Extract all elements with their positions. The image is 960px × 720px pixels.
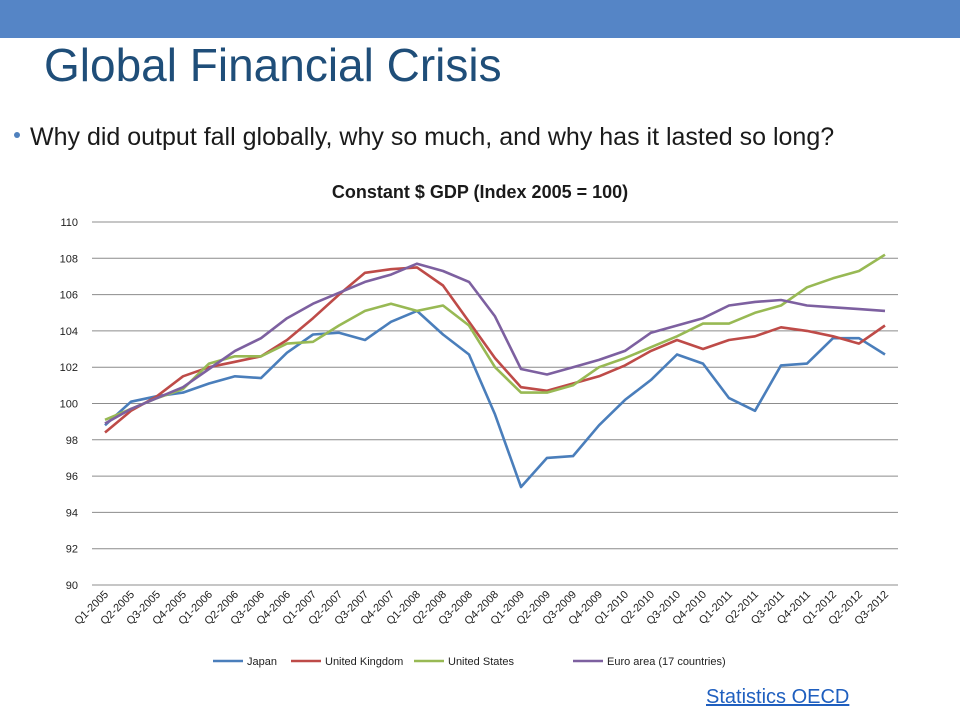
y-tick-label: 106	[60, 290, 78, 302]
y-tick-label: 94	[66, 507, 78, 519]
y-tick-label: 104	[60, 326, 78, 338]
x-tick-labels: Q1-2005Q2-2005Q3-2005Q4-2005Q1-2006Q2-20…	[72, 589, 891, 628]
bullet-dot-icon	[14, 132, 20, 138]
bullet-text: Why did output fall globally, why so muc…	[30, 123, 835, 151]
bullet-item: Why did output fall globally, why so muc…	[14, 120, 894, 154]
line-chart: 90 92 94 96 98 100 102 104 106 108 110 Q1-2005Q2-2…	[60, 217, 898, 668]
y-tick-label: 96	[66, 471, 78, 483]
y-tick-label: 100	[60, 399, 78, 411]
chart-title: Constant $ GDP (Index 2005 = 100)	[331, 182, 629, 202]
series-line-japan	[104, 309, 886, 489]
source-link[interactable]: Statistics OECD	[706, 686, 850, 708]
gridlines	[92, 221, 898, 586]
y-tick-label: 98	[66, 435, 78, 447]
y-tick-label: 108	[60, 253, 78, 265]
legend-label: United Kingdom	[325, 656, 403, 668]
top-accent-bar	[0, 0, 960, 38]
legend-label: Japan	[247, 656, 277, 668]
slide-title: Global Financial Crisis	[44, 39, 502, 91]
legend-label: United States	[448, 656, 515, 668]
series-lines	[104, 253, 886, 489]
legend-label: Euro area (17 countries)	[607, 656, 726, 668]
y-tick-label: 110	[60, 217, 78, 229]
y-tick-label: 90	[66, 580, 78, 592]
legend: Japan United Kingdom United States Euro are…	[213, 656, 726, 668]
y-tick-labels: 90 92 94 96 98 100 102 104 106 108 110	[60, 217, 78, 592]
series-line-euro-area-17-countries	[104, 262, 886, 425]
y-tick-label: 102	[60, 362, 78, 374]
series-line-united-kingdom	[104, 266, 886, 434]
series-line-united-states	[104, 253, 886, 421]
y-tick-label: 92	[66, 544, 78, 556]
